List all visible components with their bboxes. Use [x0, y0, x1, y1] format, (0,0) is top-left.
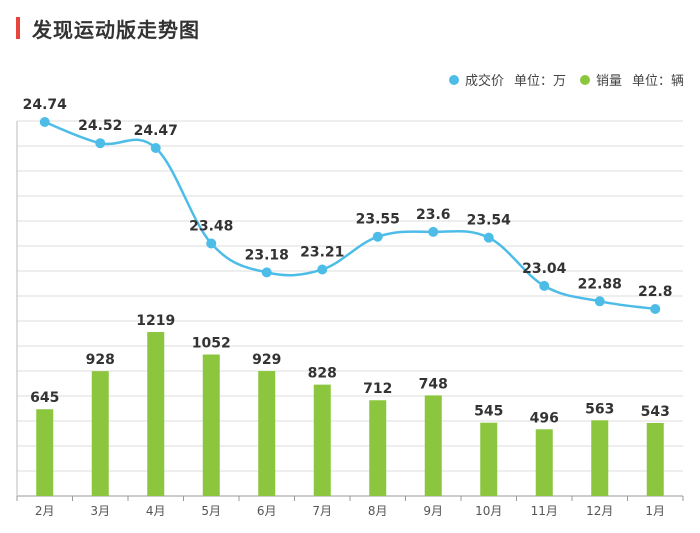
- price-value-label: 24.74: [23, 97, 68, 113]
- chart-title-bar: 发现运动版走势图: [16, 14, 200, 42]
- sales-value-label: 929: [252, 352, 281, 368]
- x-tick-label: 10月: [475, 504, 502, 518]
- sales-value-label: 748: [419, 376, 448, 392]
- sales-value-label: 645: [30, 390, 59, 406]
- price-line: [44, 120, 656, 311]
- price-value-label: 23.48: [189, 218, 233, 234]
- x-tick-label: 4月: [146, 504, 166, 518]
- price-value-label: 22.8: [638, 284, 673, 300]
- legend-price-unit: 单位：万: [513, 74, 566, 89]
- x-tick-label: 1月: [645, 504, 665, 518]
- sales-value-label: 496: [530, 410, 559, 426]
- x-tick-label: 2月: [35, 504, 55, 518]
- chart-title: 发现运动版走势图: [32, 17, 200, 42]
- price-value-label: 23.21: [300, 244, 344, 260]
- x-tick-label: 11月: [531, 504, 558, 518]
- price-value-label: 23.18: [245, 247, 289, 263]
- x-tick-label: 6月: [257, 504, 277, 518]
- sales-bar: [480, 422, 498, 496]
- x-tick-label: 9月: [423, 504, 443, 518]
- title-accent-bar: [16, 17, 20, 39]
- price-point: [539, 280, 550, 291]
- price-point: [206, 238, 217, 249]
- legend-item-sales[interactable]: 销量 单位：辆: [579, 70, 684, 89]
- price-value-label: 24.47: [134, 123, 178, 139]
- sales-bar: [591, 420, 609, 496]
- price-value-label: 24.52: [78, 118, 122, 134]
- price-value-label: 23.6: [416, 207, 451, 223]
- sales-bar: [258, 371, 276, 496]
- sales-bar: [91, 371, 109, 496]
- price-value-label: 23.04: [522, 261, 567, 277]
- sales-value-label: 928: [86, 352, 115, 368]
- sales-bar: [369, 400, 387, 496]
- legend-sales-dot-icon: [579, 74, 590, 85]
- sales-value-label: 828: [308, 366, 337, 382]
- price-point: [261, 267, 272, 278]
- price-point: [594, 296, 605, 307]
- x-tick-label: 12月: [586, 504, 613, 518]
- price-point: [95, 138, 106, 149]
- sales-value-label: 1219: [136, 313, 175, 329]
- sales-bar: [424, 395, 442, 496]
- sales-value-label: 712: [363, 381, 392, 397]
- sales-bar: [36, 409, 54, 496]
- price-point: [372, 231, 383, 242]
- sales-value-label: 563: [585, 401, 614, 417]
- price-point: [39, 117, 50, 127]
- chart-legend: 成交价 单位：万 销量 单位：辆: [435, 70, 684, 89]
- sales-bar: [147, 332, 165, 496]
- price-value-label: 23.55: [356, 212, 400, 228]
- sales-value-label: 545: [474, 404, 503, 420]
- price-point: [483, 232, 494, 243]
- legend-item-price[interactable]: 成交价 单位：万: [448, 70, 566, 89]
- price-point: [317, 264, 328, 275]
- sales-value-label: 1052: [192, 336, 231, 352]
- legend-sales-label: 销量: [595, 74, 622, 89]
- x-tick-label: 8月: [368, 504, 388, 518]
- x-tick-label: 3月: [90, 504, 110, 518]
- legend-sales-unit: 单位：辆: [631, 74, 684, 89]
- price-value-label: 23.54: [467, 213, 512, 229]
- price-point: [650, 304, 661, 314]
- price-point: [428, 226, 439, 237]
- sales-bar: [313, 384, 331, 496]
- price-value-label: 22.88: [578, 276, 622, 292]
- sales-value-label: 543: [641, 404, 670, 420]
- x-tick-label: 7月: [312, 504, 332, 518]
- legend-price-dot-icon: [448, 74, 459, 85]
- x-tick-label: 5月: [201, 504, 221, 518]
- legend-price-label: 成交价: [464, 74, 504, 89]
- sales-bar: [202, 354, 220, 496]
- sales-bar: [646, 422, 664, 496]
- sales-bar: [535, 429, 553, 496]
- price-point: [150, 143, 161, 154]
